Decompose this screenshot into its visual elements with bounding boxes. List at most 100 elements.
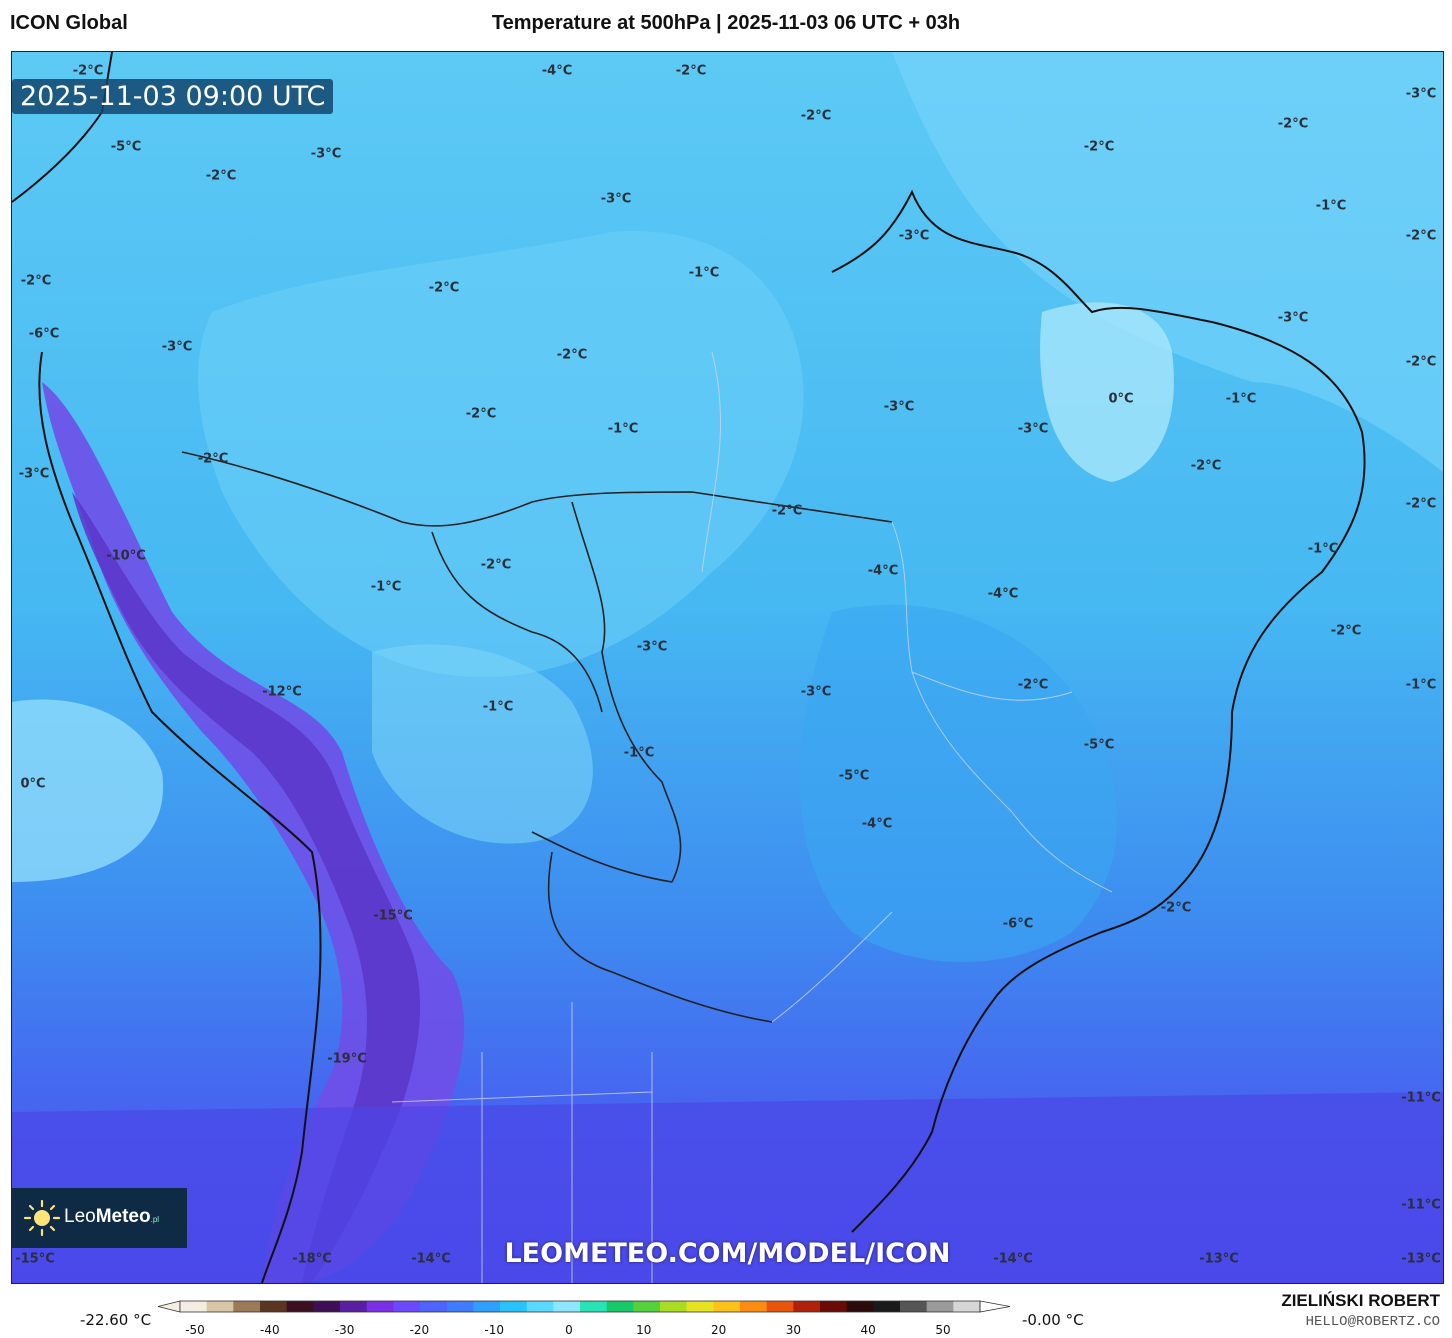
temperature-label: -2°C bbox=[1405, 354, 1437, 370]
map-field bbox=[12, 52, 1443, 1283]
colorbar-tick-label: 0 bbox=[565, 1323, 573, 1337]
temperature-label: -14°C bbox=[411, 1251, 451, 1267]
temperature-label: -1°C bbox=[370, 579, 402, 595]
logo-name-bold: Meteo bbox=[95, 1206, 151, 1227]
logo-name: Leo bbox=[64, 1206, 96, 1227]
warm-zone-bolivia bbox=[372, 644, 593, 844]
temperature-label: -2°C bbox=[197, 451, 229, 467]
temperature-label: -4°C bbox=[867, 563, 899, 579]
colorbar-tick-label: 40 bbox=[860, 1323, 876, 1337]
temperature-label: -10°C bbox=[106, 548, 146, 564]
temperature-label: -2°C bbox=[800, 108, 832, 124]
temperature-label: -2°C bbox=[1160, 900, 1192, 916]
temperature-label: -2°C bbox=[72, 63, 104, 79]
temperature-label: -4°C bbox=[987, 586, 1019, 602]
leometeo-logo[interactable]: LeoMeteo.pl bbox=[12, 1188, 187, 1248]
temperature-label: -3°C bbox=[1017, 421, 1049, 437]
temperature-label: -3°C bbox=[883, 399, 915, 415]
temperature-label: -2°C bbox=[1083, 139, 1115, 155]
temperature-label: -2°C bbox=[20, 273, 52, 289]
valid-time-badge: 2025-11-03 09:00 UTC bbox=[12, 79, 334, 114]
temperature-label: -1°C bbox=[607, 421, 639, 437]
temperature-label: -15°C bbox=[15, 1251, 55, 1267]
warm-pocket-atlantic bbox=[892, 52, 1443, 472]
temperature-label: -11°C bbox=[1401, 1090, 1441, 1106]
temperature-label: -2°C bbox=[205, 168, 237, 184]
logo-suffix: .pl bbox=[150, 1215, 160, 1224]
colorbar-tick-label: -30 bbox=[334, 1323, 355, 1337]
colorbar-swatch bbox=[686, 1301, 714, 1312]
colorbar-swatch bbox=[366, 1301, 394, 1312]
temperature-label: -3°C bbox=[18, 466, 50, 482]
temperature-label: -1°C bbox=[482, 699, 514, 715]
temperature-label: -2°C bbox=[1017, 677, 1049, 693]
andes-cold-band bbox=[42, 382, 465, 1283]
warm-pocket-pacific bbox=[12, 699, 164, 882]
colorbar-swatch bbox=[340, 1301, 368, 1312]
temperature-label: -3°C bbox=[800, 684, 832, 700]
colorbar-swatch bbox=[633, 1301, 661, 1312]
temperature-label: -2°C bbox=[465, 406, 497, 422]
temperature-label: -5°C bbox=[1083, 737, 1115, 753]
colorbar-swatch bbox=[180, 1301, 208, 1312]
temperature-label: -4°C bbox=[541, 63, 573, 79]
colorbar-swatch bbox=[473, 1301, 501, 1312]
logo-wordmark: LeoMeteo.pl bbox=[64, 1206, 159, 1228]
temperature-label: -1°C bbox=[1307, 541, 1339, 557]
colorbar-high-arrow bbox=[979, 1300, 1011, 1313]
colorbar-swatch bbox=[526, 1301, 554, 1312]
temperature-label: -2°C bbox=[675, 63, 707, 79]
temperature-label: -12°C bbox=[262, 684, 302, 700]
temperature-label: -2°C bbox=[1277, 116, 1309, 132]
sun-icon bbox=[23, 1199, 61, 1237]
colorbar-swatch bbox=[206, 1301, 234, 1312]
temperature-label: -2°C bbox=[1405, 496, 1437, 512]
temperature-label: -5°C bbox=[110, 139, 142, 155]
colorbar-swatch bbox=[793, 1301, 821, 1312]
colorbar-tick-label: -40 bbox=[259, 1323, 280, 1337]
temperature-label: -3°C bbox=[600, 191, 632, 207]
temperature-label: -3°C bbox=[161, 339, 193, 355]
colorbar-swatch bbox=[820, 1301, 848, 1312]
map-title: Temperature at 500hPa | 2025-11-03 06 UT… bbox=[491, 12, 961, 34]
temperature-label: -2°C bbox=[556, 347, 588, 363]
colorbar-swatch bbox=[580, 1301, 608, 1312]
temperature-label: -1°C bbox=[1405, 677, 1437, 693]
temperature-label: -2°C bbox=[1330, 623, 1362, 639]
temperature-label: -6°C bbox=[28, 326, 60, 342]
temperature-label: -3°C bbox=[1405, 86, 1437, 102]
colorbar-tick-label: -50 bbox=[185, 1323, 205, 1337]
colorbar-frame bbox=[179, 1300, 981, 1313]
colorbar-swatch bbox=[713, 1301, 741, 1312]
colorbar-tick-label: 30 bbox=[785, 1323, 802, 1337]
temperature-label: -11°C bbox=[1401, 1197, 1441, 1213]
east-coastline bbox=[831, 189, 1366, 1233]
temperature-label: -2°C bbox=[1405, 228, 1437, 244]
colorbar-swatch bbox=[233, 1301, 261, 1312]
colorbar: -22.60 °C -50 -40 -30 -20 -10 0 10 20 30 40 50 -0.… bbox=[0, 1295, 1452, 1338]
temperature-label: -3°C bbox=[310, 146, 342, 162]
author-email[interactable]: HELLO@ROBERTZ.CO bbox=[1305, 1314, 1440, 1330]
author-name: ZIELIŃSKI ROBERT bbox=[1281, 1291, 1440, 1310]
colorbar-scale bbox=[157, 1300, 1011, 1313]
temperature-label: -14°C bbox=[993, 1251, 1033, 1267]
temperature-label: -1°C bbox=[1225, 391, 1257, 407]
colorbar-swatch bbox=[286, 1301, 314, 1312]
colorbar-swatch bbox=[606, 1301, 634, 1312]
temperature-label: -3°C bbox=[636, 639, 668, 655]
temperature-label: -2°C bbox=[480, 557, 512, 573]
temperature-label: -2°C bbox=[428, 280, 460, 296]
colorbar-tick-label: 10 bbox=[636, 1323, 652, 1337]
colorbar-swatch bbox=[926, 1301, 954, 1312]
colorbar-swatch bbox=[900, 1301, 928, 1312]
temperature-label: -13°C bbox=[1199, 1251, 1239, 1267]
colorbar-swatch bbox=[553, 1301, 581, 1312]
colorbar-swatch bbox=[766, 1301, 794, 1312]
colorbar-swatch bbox=[953, 1301, 981, 1312]
colorbar-swatch bbox=[446, 1301, 474, 1312]
colorbar-swatch bbox=[846, 1301, 874, 1312]
temperature-map[interactable]: -2°C -4°C -2°C -3°C -2°C -2°C -5°C -3°C -2°C -2°C… bbox=[11, 51, 1444, 1284]
colorbar-swatch bbox=[873, 1301, 901, 1312]
temperature-label: -1°C bbox=[688, 265, 720, 281]
temperature-label: -5°C bbox=[838, 768, 870, 784]
